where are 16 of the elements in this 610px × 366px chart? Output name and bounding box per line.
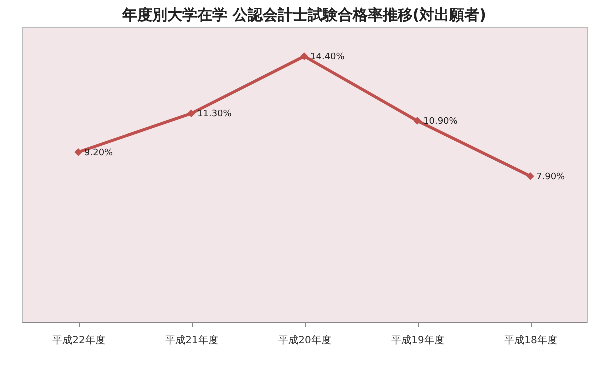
x-tick-label: 平成20年度	[278, 334, 332, 346]
point	[188, 110, 196, 118]
point	[74, 148, 82, 156]
point	[414, 117, 422, 125]
x-tick-label: 平成22年度	[52, 334, 106, 346]
data-label: 10.90%	[424, 117, 458, 128]
data-label: 7.90%	[536, 172, 566, 182]
point	[300, 52, 308, 60]
x-tick-label: 平成21年度	[166, 334, 218, 346]
data-label: 14.40%	[310, 52, 346, 62]
data-label: 9.20%	[84, 148, 114, 158]
point	[526, 172, 534, 180]
x-tick-label: 平成19年度	[392, 334, 444, 346]
data-label: 11.30%	[198, 110, 232, 120]
x-tick-label: 平成18年度	[504, 334, 558, 346]
chart-title: 年度別大学在学 公認会計士試験合格率推移(対出願者)	[122, 6, 486, 24]
